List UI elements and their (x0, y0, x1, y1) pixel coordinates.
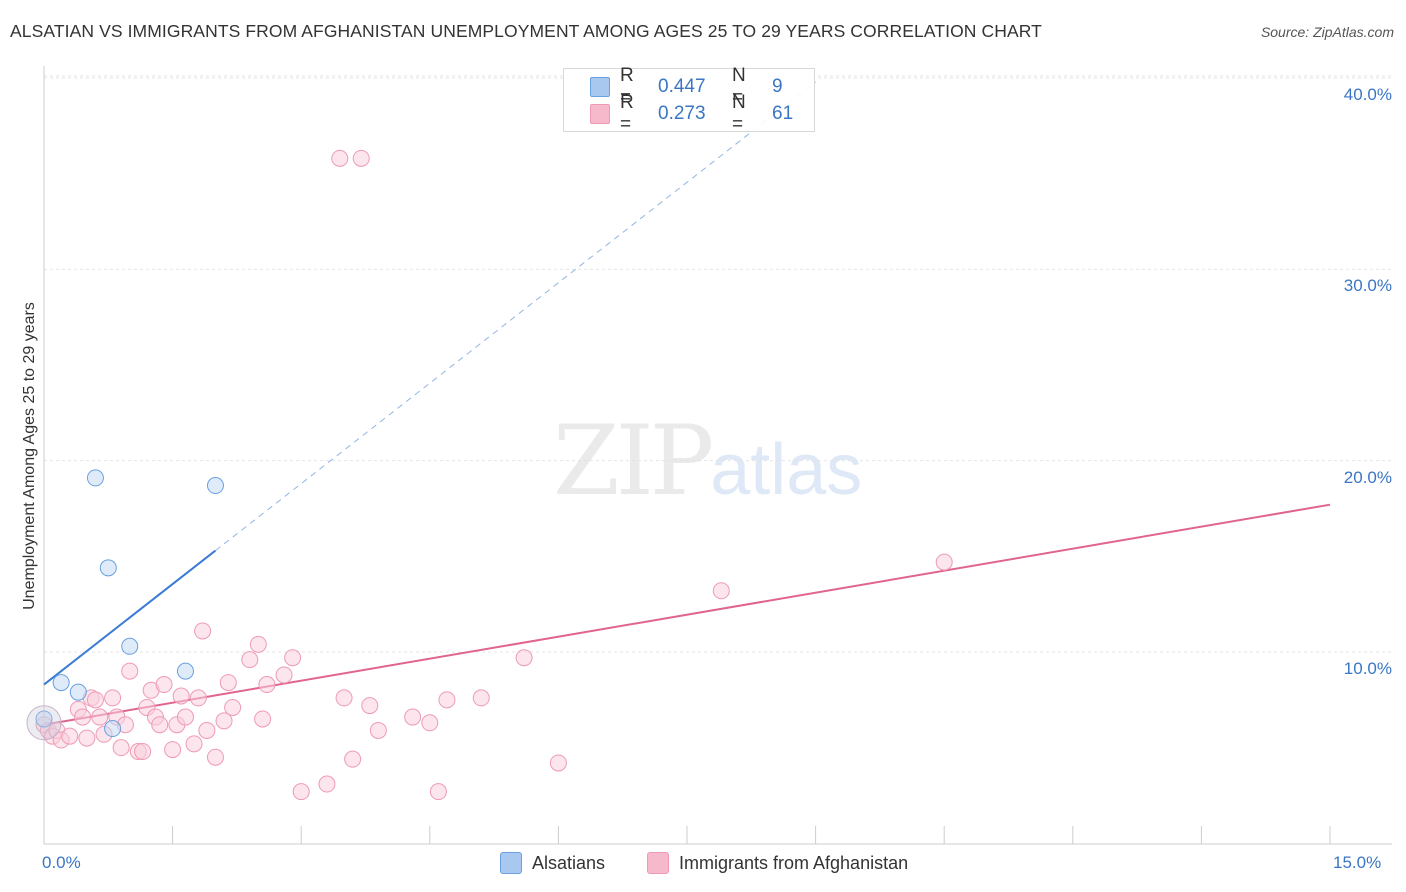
afghanistan-point (438, 691, 456, 709)
afghanistan-point (194, 622, 212, 640)
afghanistan-point (155, 676, 173, 694)
afghanistan-swatch (590, 104, 610, 124)
trend-lines (43, 81, 1331, 726)
y-tick-label: 20.0% (1343, 467, 1392, 487)
afghanistan-legend-swatch (647, 852, 669, 874)
afghanistan-point (249, 635, 267, 653)
alsatians-point (104, 720, 122, 738)
afghanistan-point (86, 691, 104, 709)
afghanistan-point (275, 666, 293, 684)
afghanistan-point (515, 649, 533, 667)
afghanistan-point (78, 729, 96, 747)
afghanistan-point (172, 687, 190, 705)
n-label: N = (732, 65, 746, 108)
r-value: 0.447 (658, 76, 706, 97)
afghanistan-point (121, 662, 139, 680)
afghanistan-point (361, 697, 379, 715)
afghanistan-point (292, 783, 310, 801)
alsatians-point (99, 559, 117, 577)
watermark-atlas: atlas (710, 430, 863, 510)
correlation-legend: R = 0.447 N = 9 R = 0.273 N = 61 (563, 65, 815, 135)
afghanistan-point (429, 783, 447, 801)
data-points (26, 149, 953, 801)
y-tick-label: 40.0% (1343, 85, 1392, 104)
alsatians-legend-swatch (500, 852, 522, 874)
afghanistan-point (224, 698, 242, 716)
alsatians-point (176, 662, 194, 680)
axes (43, 66, 1392, 845)
source-label: Source: ZipAtlas.com (1260, 24, 1394, 40)
chart-title: ALSATIAN VS IMMIGRANTS FROM AFGHANISTAN … (10, 21, 1042, 41)
afghanistan-point (185, 735, 203, 753)
afghanistan-point (151, 716, 169, 734)
series-legend: Alsatians Immigrants from Afghanistan (0, 850, 1406, 878)
afghanistan-point (335, 689, 353, 707)
afghanistan-point (206, 748, 224, 766)
afghanistan-point (352, 149, 370, 167)
legend-label: Alsatians (532, 852, 606, 873)
afghanistan-point (91, 708, 109, 726)
afghanistan-point (104, 689, 122, 707)
afghanistan-point (331, 149, 349, 167)
afghanistan-point (74, 708, 92, 726)
legend-label: Immigrants from Afghanistan (679, 852, 909, 873)
afghanistan-point (112, 739, 130, 757)
afghanistan-point (472, 689, 490, 707)
afghanistan-point (404, 708, 422, 726)
afghanistan-point (369, 721, 387, 739)
alsatians-swatch (590, 77, 610, 97)
afghanistan-point (549, 754, 567, 772)
afghanistan-trend-line (43, 503, 1331, 726)
alsatians-point (69, 683, 87, 701)
afghanistan-point (134, 742, 152, 760)
legend-item-alsatians[interactable]: Alsatians (500, 852, 605, 874)
afghanistan-point (344, 750, 362, 768)
afghanistan-point (198, 721, 216, 739)
afghanistan-point (935, 553, 953, 571)
y-tick-label: 30.0% (1343, 276, 1392, 296)
afghanistan-point (421, 714, 439, 732)
r-value: 0.273 (658, 103, 706, 124)
afghanistan-point (712, 582, 730, 600)
r-label: R = (620, 65, 634, 108)
afghanistan-point (258, 676, 276, 694)
afghanistan-point (215, 712, 233, 730)
alsatians-trend-line (43, 549, 217, 686)
afghanistan-point (189, 689, 207, 707)
afghanistan-point (241, 651, 259, 669)
afghanistan-point (61, 727, 79, 745)
legend-item-afghanistan[interactable]: Immigrants from Afghanistan (647, 852, 908, 874)
gridlines (44, 75, 1392, 653)
y-tick-label: 10.0% (1343, 659, 1392, 678)
x-tick-label-min: 0.0% (42, 853, 81, 872)
afghanistan-point (318, 775, 336, 793)
alsatians-point (52, 674, 70, 692)
afghanistan-point (164, 741, 182, 759)
alsatians-point (86, 469, 104, 487)
afghanistan-point (219, 674, 237, 692)
origin-cluster-point (26, 705, 62, 741)
r-label: R = (620, 92, 634, 135)
afghanistan-point (284, 649, 302, 667)
alsatians-point (206, 477, 224, 495)
n-value: 61 (772, 103, 794, 124)
afghanistan-point (176, 708, 194, 726)
alsatians-point (35, 710, 53, 728)
afghanistan-point (254, 710, 272, 728)
alsatians-point (121, 637, 139, 655)
alsatians-trend-extension (215, 81, 816, 551)
n-label: N = (732, 92, 746, 135)
n-value: 9 (772, 76, 783, 97)
x-tick-label-max: 15.0% (1333, 853, 1382, 872)
